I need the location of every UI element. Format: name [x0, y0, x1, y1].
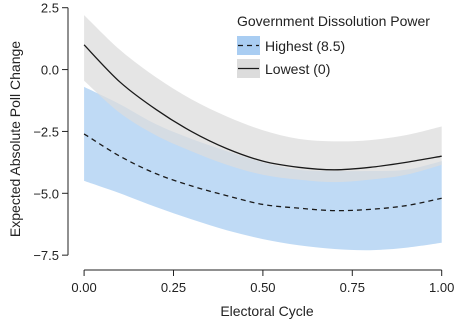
legend-label-0: Highest (8.5)	[265, 38, 345, 54]
x-tick-label: 1.00	[429, 280, 454, 295]
x-tick-label: 0.25	[161, 280, 186, 295]
legend: Government Dissolution Power Highest (8.…	[237, 13, 430, 78]
axes: −7.5 −5.0 −2.5 0.0 2.5 0.00 0.25 0.50 0.75 1.00	[33, 1, 454, 295]
y-tick-label: −5.0	[33, 186, 59, 201]
series-lines	[83, 44, 442, 212]
confidence-bands	[84, 15, 442, 251]
y-tick-label: 0.0	[41, 63, 59, 78]
legend-title: Government Dissolution Power	[237, 13, 430, 29]
y-tick-label: 2.5	[41, 1, 59, 16]
y-tick-label: −2.5	[33, 124, 59, 139]
series-line-1	[83, 44, 442, 171]
x-axis-label: Electoral Cycle	[220, 303, 314, 319]
series-line-0	[83, 133, 442, 212]
confidence-band-1	[84, 15, 442, 183]
y-tick-label: −7.5	[33, 248, 59, 263]
x-tick-label: 0.50	[250, 280, 275, 295]
legend-label-1: Lowest (0)	[265, 61, 330, 77]
y-axis-label: Expected Absolute Poll Change	[7, 41, 23, 237]
x-tick-label: 0.00	[71, 280, 96, 295]
x-tick-label: 0.75	[340, 280, 365, 295]
